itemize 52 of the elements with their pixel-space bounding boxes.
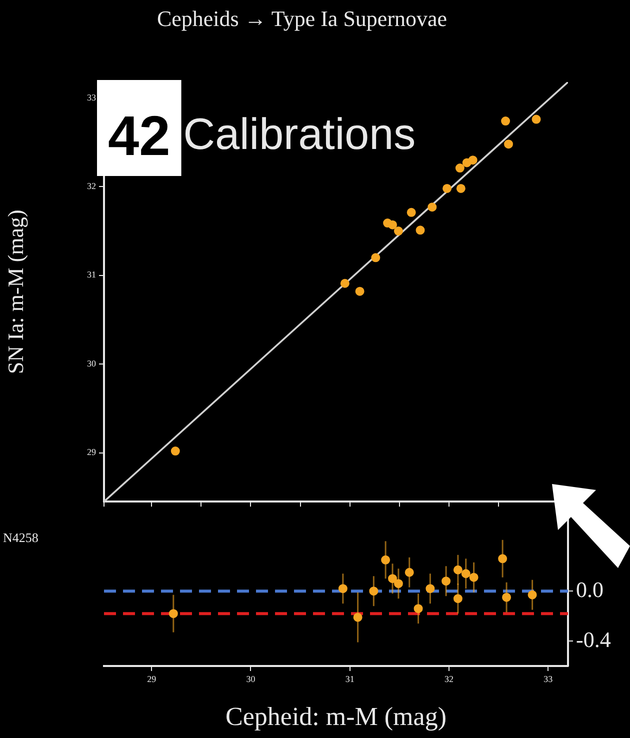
point — [168, 609, 178, 618]
annotation: Calibrations — [183, 110, 416, 159]
point — [338, 584, 348, 594]
y-tick-label: 30 — [87, 358, 96, 368]
x-tick-label: 30 — [246, 674, 256, 684]
point — [170, 446, 180, 456]
point — [456, 184, 466, 193]
annotation: 42 — [108, 104, 170, 167]
point — [453, 565, 462, 574]
point — [532, 114, 541, 124]
point — [340, 278, 350, 288]
y2-tick-label: 0.0 — [576, 576, 604, 602]
point — [469, 572, 478, 582]
point — [442, 184, 452, 193]
point — [455, 164, 464, 173]
point — [502, 592, 512, 602]
point — [371, 253, 380, 262]
point — [416, 226, 425, 235]
point — [426, 584, 435, 594]
point — [414, 604, 423, 614]
point — [461, 569, 470, 578]
point — [406, 208, 416, 217]
point — [504, 140, 514, 149]
x-tick-label: 32 — [444, 674, 454, 684]
chart-title: Cepheids → Type Ia Supernovae — [156, 6, 448, 31]
y-tick-label: 33 — [87, 92, 96, 102]
point — [468, 156, 478, 165]
point — [453, 594, 462, 604]
point — [428, 202, 437, 212]
y-tick-label: 31 — [87, 270, 96, 280]
text: N4258 — [3, 530, 38, 546]
point — [394, 226, 403, 236]
y-axis-title: SN Ia: m-M (mag) — [2, 210, 28, 374]
y2-tick-label: -0.4 — [576, 626, 611, 652]
point — [388, 574, 398, 584]
x-tick-label: 33 — [544, 674, 554, 684]
point — [498, 554, 508, 564]
point — [369, 586, 378, 596]
point — [501, 116, 510, 126]
point — [355, 286, 364, 296]
point — [528, 590, 537, 600]
point — [388, 220, 398, 230]
point — [381, 555, 390, 564]
y-tick-label: 32 — [87, 181, 96, 192]
point — [404, 568, 414, 577]
x-tick-label: 31 — [345, 674, 354, 684]
point — [442, 576, 451, 586]
y-tick-label: 29 — [87, 447, 96, 458]
point — [353, 612, 362, 622]
point — [394, 579, 403, 588]
x-axis-title: Cepheid: m-M (mag) — [226, 702, 446, 732]
x-tick-label: 29 — [147, 674, 157, 684]
